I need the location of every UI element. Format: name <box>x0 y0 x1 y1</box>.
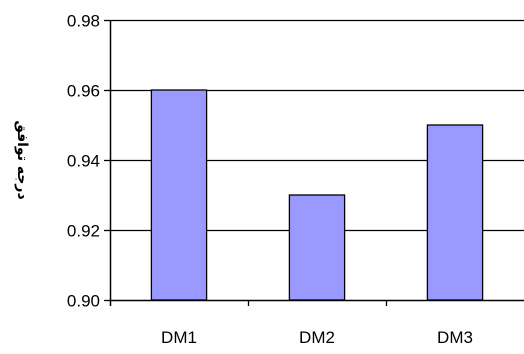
tick-labels: 0.90 0.92 0.94 0.96 0.98 DM1 DM2 DM3 <box>67 12 473 348</box>
y-tick-label: 0.98 <box>67 12 100 31</box>
y-tick-label: 0.90 <box>67 292 100 311</box>
x-tick-label: DM3 <box>437 328 473 347</box>
bar <box>426 124 484 301</box>
bar <box>288 194 346 301</box>
y-tick-label: 0.96 <box>67 82 100 101</box>
y-tick-label: 0.92 <box>67 222 100 241</box>
x-tick-label: DM1 <box>161 328 197 347</box>
axes <box>104 19 524 306</box>
bars <box>150 89 484 301</box>
y-tick-label: 0.94 <box>67 152 100 171</box>
x-tick-label: DM2 <box>299 328 335 347</box>
y-axis-label: درجه توافق <box>14 120 30 199</box>
bar <box>150 89 208 301</box>
